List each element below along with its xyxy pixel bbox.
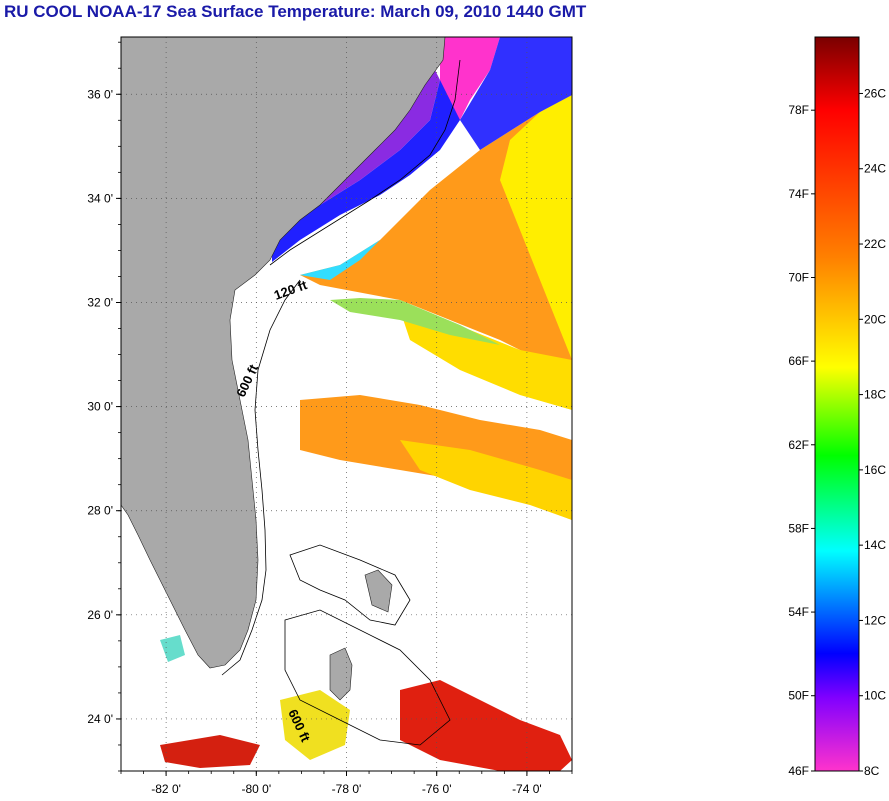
cb-c-label: 18C <box>864 388 886 402</box>
sst-green-band <box>330 298 500 345</box>
sst-south-red <box>400 680 572 771</box>
longitude-axis: -82 0' -80 0' -78 0' -76 0' -74 0' <box>120 771 573 796</box>
sst-keys-red <box>160 735 260 768</box>
lat-tick-label: 32 0' <box>87 295 113 309</box>
cb-c-label: 12C <box>864 613 886 627</box>
cb-c-label: 16C <box>864 463 886 477</box>
lon-tick-label: -80 0' <box>241 782 271 796</box>
cb-c-label: 10C <box>864 689 886 703</box>
lon-tick-label: -82 0' <box>151 782 181 796</box>
sst-northeast-warm <box>460 37 572 150</box>
lat-tick-label: 24 0' <box>87 712 113 726</box>
lon-tick-label: -76 0' <box>422 782 452 796</box>
lat-tick-label: 34 0' <box>87 191 113 205</box>
lon-tick-label: -78 0' <box>332 782 362 796</box>
page-title: RU COOL NOAA-17 Sea Surface Temperature:… <box>4 2 587 21</box>
cb-c-label: 14C <box>864 538 886 552</box>
colorbar-celsius-labels: 26C 24C 22C 20C 18C 16C 14C 12C 10C 8C <box>859 86 886 778</box>
lon-tick-label: -74 0' <box>512 782 542 796</box>
bathymetry-contours <box>221 59 461 746</box>
lat-tick-label: 26 0' <box>87 608 113 622</box>
sst-yellow-south <box>400 310 572 410</box>
contour-600ft-line <box>221 279 301 676</box>
lat-tick-label: 30 0' <box>87 400 113 414</box>
lat-tick-label: 36 0' <box>87 87 113 101</box>
cb-f-label: 46F <box>788 764 809 778</box>
sst-south-yellow <box>280 690 350 760</box>
cb-f-label: 78F <box>788 103 809 117</box>
cb-c-label: 24C <box>864 162 886 176</box>
graticule <box>121 37 572 771</box>
contour-120ft-line <box>269 59 461 266</box>
latitude-axis: 36 0' 34 0' 32 0' 30 0' 28 0' 26 0' 24 0' <box>87 41 121 772</box>
cb-c-label: 20C <box>864 312 886 326</box>
cb-f-label: 54F <box>788 605 809 619</box>
cb-f-label: 74F <box>788 187 809 201</box>
sst-yellow-band-mid <box>400 440 572 520</box>
cb-c-label: 8C <box>864 764 880 778</box>
colorbar-fahrenheit-labels: 78F 74F 70F 66F 62F 58F 54F 50F 46F <box>788 103 815 778</box>
lat-tick-label: 28 0' <box>87 504 113 518</box>
cb-f-label: 50F <box>788 689 809 703</box>
cb-c-label: 22C <box>864 237 886 251</box>
sst-data-layer <box>160 37 572 771</box>
sst-cyan-front <box>300 240 380 280</box>
cb-f-label: 70F <box>788 270 809 284</box>
landmass-us-east-coast <box>121 37 446 669</box>
landmass-abaco <box>364 569 393 613</box>
cb-f-label: 66F <box>788 354 809 368</box>
colorbar <box>814 36 860 772</box>
sst-florida-cyan <box>160 635 185 662</box>
sst-warm-offshore <box>300 95 572 370</box>
contour-great-bahama-bank <box>284 609 451 746</box>
sst-yellow-gulfstream <box>500 95 572 360</box>
contour-bahamas-bank <box>289 544 411 626</box>
cb-f-label: 62F <box>788 438 809 452</box>
map-panel <box>121 37 572 771</box>
sst-cold-shelf <box>272 80 470 262</box>
cb-f-label: 58F <box>788 521 809 535</box>
cb-c-label: 26C <box>864 86 886 100</box>
